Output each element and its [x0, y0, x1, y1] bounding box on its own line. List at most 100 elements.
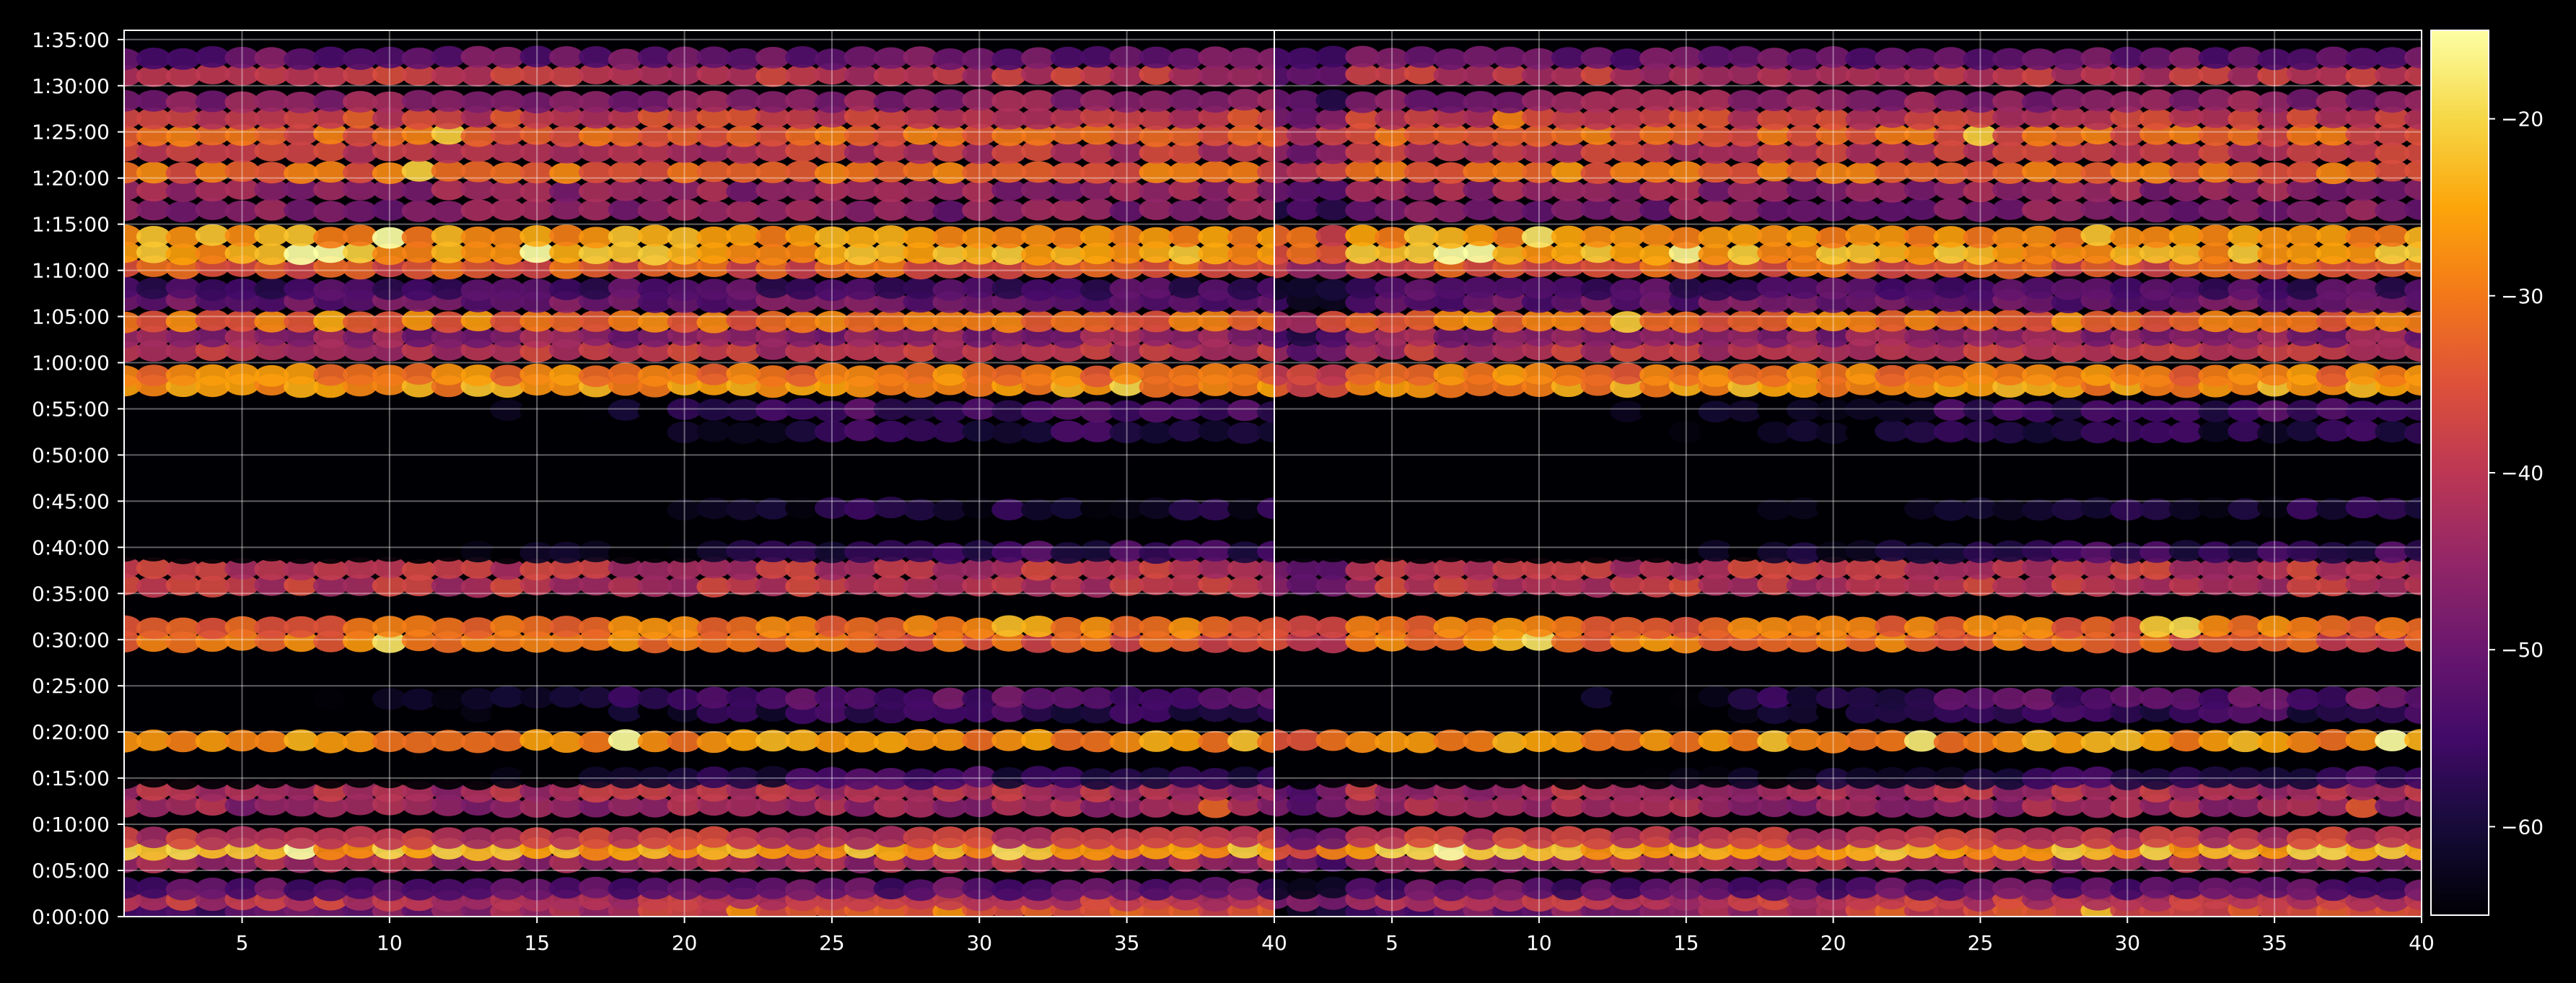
heatmap-cell — [1727, 243, 1763, 266]
heatmap-cell — [637, 179, 673, 201]
heatmap-cell — [991, 142, 1027, 165]
heatmap-cell — [1079, 45, 1115, 68]
heatmap-cell — [1875, 539, 1910, 562]
heatmap-cell — [401, 108, 437, 130]
heatmap-cell — [2022, 556, 2056, 579]
heatmap-cell — [814, 48, 849, 71]
heatmap-cell — [2139, 876, 2175, 899]
heatmap-cell — [2080, 47, 2116, 69]
heatmap-cell — [1021, 279, 1056, 301]
heatmap-cell — [1109, 574, 1144, 596]
heatmap-cell — [578, 180, 613, 203]
heatmap-cell — [1580, 241, 1616, 263]
heatmap-cell — [2345, 559, 2380, 581]
heatmap-cell — [2227, 541, 2263, 563]
heatmap-cell — [844, 687, 879, 709]
heatmap-cell — [1050, 795, 1085, 817]
heatmap-cell — [2286, 48, 2321, 71]
heatmap-cell — [2139, 279, 2175, 301]
heatmap-cell — [1050, 420, 1085, 442]
heatmap-cell — [637, 364, 673, 387]
heatmap-cell — [1875, 766, 1910, 789]
heatmap-cell — [1815, 326, 1851, 348]
heatmap-cell — [608, 827, 643, 849]
heatmap-cell — [1139, 689, 1174, 711]
heatmap-cell — [2080, 541, 2116, 564]
heatmap-cell — [1668, 878, 1704, 900]
heatmap-cell — [490, 162, 525, 184]
heatmap-cell — [2022, 421, 2056, 444]
x-tick-label: 25 — [1968, 931, 1994, 955]
heatmap-cell — [2375, 142, 2410, 165]
heatmap-cell — [2110, 106, 2145, 128]
heatmap-cell — [1903, 542, 1939, 564]
heatmap-cell — [814, 826, 849, 848]
heatmap-cell — [1963, 124, 1998, 147]
heatmap-cell — [549, 125, 584, 147]
heatmap-cell — [814, 401, 849, 423]
heatmap-cell — [284, 497, 319, 519]
heatmap-cell — [1903, 160, 1939, 183]
heatmap-cell — [1551, 277, 1586, 299]
heatmap-cell — [2257, 421, 2292, 444]
heatmap-cell — [1727, 108, 1763, 130]
heatmap-cell — [844, 498, 879, 520]
heatmap-cell — [932, 574, 968, 596]
y-tick-label: 0:35:00 — [32, 582, 110, 606]
heatmap-cell — [1875, 278, 1910, 300]
heatmap-cell — [124, 199, 141, 222]
heatmap-cell — [2110, 91, 2145, 113]
heatmap-cell — [962, 688, 997, 710]
heatmap-cell — [608, 575, 643, 598]
heatmap-cell — [1492, 617, 1528, 639]
heatmap-cell — [2168, 123, 2204, 145]
heatmap-cell — [549, 198, 584, 220]
heatmap-cell — [520, 141, 555, 163]
heatmap-cell — [284, 729, 319, 751]
heatmap-cell — [1903, 123, 1939, 146]
heatmap-cell — [343, 278, 377, 300]
heatmap-cell — [1433, 499, 1468, 520]
heatmap-cell — [1668, 421, 1704, 443]
heatmap-cell — [667, 829, 702, 851]
heatmap-cell — [726, 161, 761, 183]
heatmap-cell — [549, 310, 584, 333]
heatmap-cell — [1345, 311, 1380, 333]
heatmap-cell — [1551, 161, 1586, 183]
heatmap-cell — [1257, 878, 1274, 901]
y-tick-label: 0:30:00 — [32, 628, 110, 652]
heatmap-cell — [1433, 309, 1468, 331]
heatmap-cell — [136, 89, 171, 112]
heatmap-cell — [2051, 179, 2086, 201]
heatmap-cell — [932, 243, 968, 265]
heatmap-cell — [2022, 575, 2056, 598]
heatmap-cell — [224, 878, 260, 900]
heatmap-cell — [667, 541, 702, 563]
heatmap-cell — [1610, 279, 1645, 301]
heatmap-cell — [1610, 766, 1645, 788]
heatmap-cell — [1463, 125, 1498, 147]
heatmap-cell — [1521, 877, 1556, 899]
heatmap-cell — [785, 224, 820, 247]
heatmap-cell — [1139, 730, 1174, 752]
heatmap-cell — [195, 422, 230, 445]
heatmap-cell — [962, 309, 997, 331]
heatmap-cell — [195, 326, 230, 348]
y-tick-label: 0:20:00 — [32, 720, 110, 744]
heatmap-cell — [1580, 795, 1616, 818]
heatmap-cell — [903, 419, 938, 442]
heatmap-cell — [1050, 766, 1085, 788]
heatmap-cell — [2227, 400, 2263, 422]
heatmap-cell — [1551, 686, 1586, 709]
heatmap-cell — [1021, 559, 1056, 581]
heatmap-cell — [1610, 877, 1645, 899]
heatmap-cell — [520, 498, 555, 520]
x-tick-label: 35 — [1114, 931, 1140, 955]
heatmap-cell — [313, 795, 349, 818]
heatmap-cell — [1433, 139, 1468, 162]
heatmap-cell — [1168, 141, 1204, 164]
heatmap-cell — [1933, 178, 1968, 200]
heatmap-cell — [873, 180, 908, 203]
heatmap-cell — [1727, 540, 1763, 562]
heatmap-cell — [1639, 47, 1674, 69]
